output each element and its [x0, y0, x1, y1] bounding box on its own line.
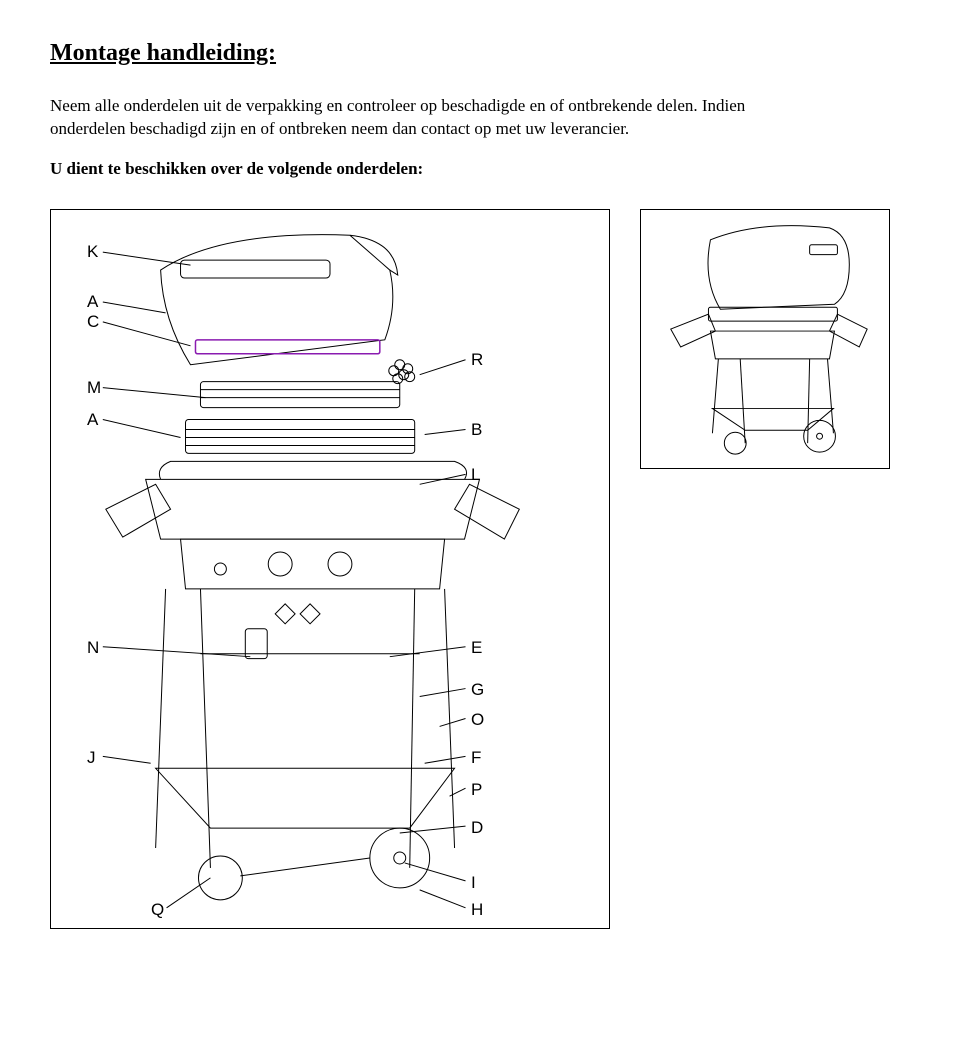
figure-row: KACMARBLNJQEGOFPDIH — [50, 209, 910, 929]
intro-paragraph: Neem alle onderdelen uit de verpakking e… — [50, 95, 810, 141]
page-title: Montage handleiding: — [50, 40, 910, 67]
thumbnail-assembled-diagram — [640, 209, 890, 469]
part-label-H: H — [471, 900, 483, 920]
part-label-R: R — [471, 350, 483, 370]
part-label-C: C — [87, 312, 99, 332]
grill-thumbnail-art — [641, 210, 889, 468]
part-label-M: M — [87, 378, 101, 398]
part-label-F: F — [471, 748, 481, 768]
part-label-Q: Q — [151, 900, 164, 920]
part-label-E: E — [471, 638, 482, 658]
part-label-N: N — [87, 638, 99, 658]
grill-line-art — [51, 210, 609, 928]
part-label-I: I — [471, 873, 476, 893]
part-label-P: P — [471, 780, 482, 800]
part-label-O: O — [471, 710, 484, 730]
part-label-J: J — [87, 748, 96, 768]
part-label-L: L — [471, 465, 480, 485]
part-label-G: G — [471, 680, 484, 700]
part-label-D: D — [471, 818, 483, 838]
part-label-K: K — [87, 242, 98, 262]
part-label-A: A — [87, 292, 98, 312]
accent-strip — [195, 340, 379, 354]
part-label-B: B — [471, 420, 482, 440]
main-exploded-diagram: KACMARBLNJQEGOFPDIH — [50, 209, 610, 929]
parts-subheading: U dient te beschikken over de volgende o… — [50, 159, 910, 179]
part-label-A: A — [87, 410, 98, 430]
